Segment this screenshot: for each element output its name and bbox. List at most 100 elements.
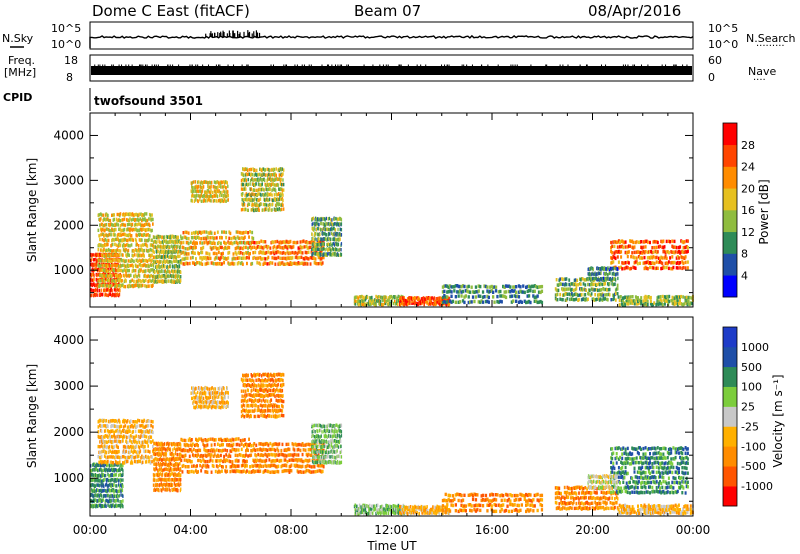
power-cell [158, 239, 160, 244]
power-cell [684, 245, 687, 250]
power-cell [497, 300, 500, 304]
power-cell [375, 303, 377, 307]
power-cell [206, 235, 209, 239]
power-cell [622, 245, 625, 250]
power-cell [242, 252, 245, 256]
power-cell [159, 234, 161, 239]
power-cell [469, 300, 472, 304]
power-cell [108, 232, 111, 237]
power-cell [667, 266, 670, 271]
power-cell [161, 250, 164, 254]
power-cell [243, 203, 246, 207]
power-cell [358, 299, 361, 303]
velocity-cell [100, 494, 103, 498]
power-cell [249, 251, 251, 256]
power-cell [275, 167, 277, 171]
power-cell [336, 221, 338, 225]
power-cell [642, 249, 645, 254]
power-cell [209, 236, 212, 240]
power-cell [460, 284, 463, 289]
power-cell [670, 250, 673, 254]
power-cell [685, 250, 688, 254]
power-cell [239, 251, 242, 255]
power-cell [481, 300, 485, 304]
power-cell [661, 266, 664, 270]
power-cell [537, 290, 541, 294]
power-cell [611, 260, 614, 265]
power-cell [247, 202, 249, 206]
power-cell [264, 261, 267, 265]
power-cell [255, 182, 257, 186]
power-cell [646, 267, 649, 271]
power-cell [266, 246, 269, 250]
power-cell [250, 241, 253, 246]
power-cell [242, 167, 245, 172]
power-cell [318, 222, 320, 227]
power-cell [165, 280, 168, 284]
power-cell [102, 213, 104, 217]
power-cell [118, 259, 121, 263]
power-cell [423, 302, 425, 307]
velocity-cell [108, 474, 110, 478]
power-cell [159, 270, 161, 274]
power-cell [232, 252, 235, 256]
power-cell [194, 235, 196, 240]
power-cell [409, 301, 411, 306]
power-cell [330, 248, 332, 252]
power-cell [328, 242, 330, 247]
power-cell [114, 237, 117, 242]
power-cell [334, 233, 336, 237]
power-cell [572, 298, 575, 302]
power-cell [320, 257, 323, 261]
power-cell [262, 262, 265, 266]
power-cell [195, 198, 197, 202]
power-cell [608, 271, 610, 276]
power-cell [326, 222, 328, 226]
power-cell [443, 284, 446, 288]
power-cell [283, 262, 286, 266]
nave-marker: ···· [753, 75, 766, 86]
power-cell [651, 246, 654, 250]
power-cell [653, 261, 656, 266]
power-cell [217, 250, 220, 255]
power-cell [623, 261, 626, 265]
power-cell [211, 261, 214, 265]
power-cell [589, 293, 592, 297]
power-cell [195, 245, 197, 250]
power-cell [207, 241, 210, 245]
power-cell [197, 235, 199, 240]
power-cell [655, 245, 658, 250]
power-cell [90, 273, 92, 277]
velocity-cell [115, 484, 117, 488]
velocity-cell [112, 504, 115, 508]
velocity-cell [118, 504, 120, 508]
velocity-cell [104, 469, 107, 473]
power-cell [645, 260, 648, 265]
velocity-cell [117, 503, 119, 508]
power-cell [368, 299, 371, 303]
power-cell [115, 243, 118, 247]
power-cell [287, 262, 290, 266]
power-cell [227, 184, 229, 189]
power-cell [215, 252, 218, 256]
power-cell [130, 218, 133, 222]
power-cell [167, 235, 169, 239]
power-cell [217, 256, 220, 260]
power-cell [153, 239, 155, 244]
power-cell [220, 235, 222, 240]
power-cell [629, 244, 631, 248]
power-cell [160, 245, 162, 249]
power-cell [613, 255, 616, 259]
power-colorbar-segment [723, 275, 737, 298]
power-cell [94, 267, 96, 271]
power-cell [246, 168, 249, 172]
power-cell [197, 199, 199, 204]
power-cell [103, 279, 106, 284]
power-cell [206, 241, 209, 246]
power-cell [604, 272, 606, 276]
power-cell [259, 250, 262, 254]
power-cell [134, 273, 137, 277]
power-cell [327, 252, 329, 256]
power-cell [169, 260, 171, 264]
power-cell [677, 301, 680, 306]
